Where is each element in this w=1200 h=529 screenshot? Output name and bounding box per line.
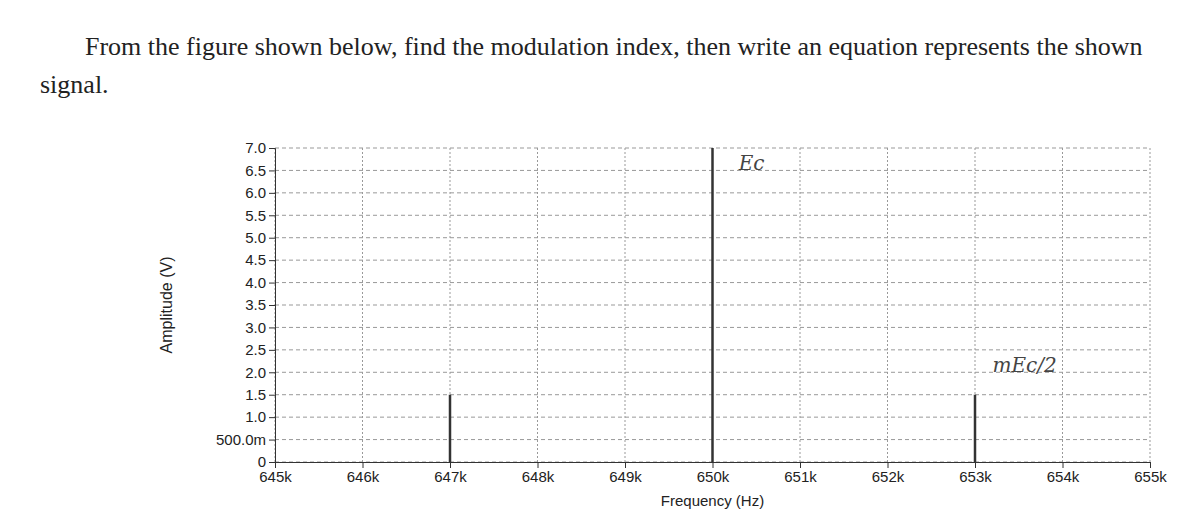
tick-label: 4.0 [245, 274, 266, 291]
tick-mark [269, 417, 275, 418]
tick-label: 5.0 [245, 229, 266, 246]
x-axis: 645k646k647k648k649k650k651k652k653k654k… [259, 462, 1167, 485]
tick-label: 653k [959, 468, 992, 485]
spectral-line [974, 395, 977, 462]
tick-label: 655k [1134, 468, 1167, 485]
tick-label: 1.0 [245, 408, 266, 425]
tick-mark [269, 260, 275, 261]
tick: 3.5 [245, 296, 275, 313]
tick-mark [269, 193, 275, 194]
tick-mark [269, 440, 275, 441]
tick-label: 646k [347, 468, 380, 485]
grid-line [1150, 148, 1151, 462]
grid-line [1062, 148, 1063, 462]
spectral-line [449, 395, 452, 462]
tick-label: 0 [258, 453, 266, 470]
tick: 6.0 [245, 184, 275, 201]
tick: 647k [434, 462, 467, 485]
tick-label: 2.5 [245, 341, 266, 358]
chart: 645k646k647k648k649k650k651k652k653k654k… [0, 0, 1200, 529]
tick-label: 5.5 [245, 207, 266, 224]
tick: 655k [1134, 462, 1167, 485]
tick: 646k [347, 462, 380, 485]
tick: 648k [522, 462, 555, 485]
x-axis-label: Frequency (Hz) [661, 492, 764, 509]
tick-mark [269, 305, 275, 306]
tick-label: 648k [522, 468, 555, 485]
tick: 650k [697, 462, 730, 485]
grid-line [712, 148, 713, 462]
marks [450, 148, 975, 462]
tick: 4.5 [245, 251, 275, 268]
tick: 1.0 [245, 408, 275, 425]
grid [275, 148, 1150, 462]
tick-mark [269, 395, 275, 396]
tick: 3.0 [245, 319, 275, 336]
tick: 2.0 [245, 364, 275, 381]
tick-label: 1.5 [245, 386, 266, 403]
tick: 6.5 [245, 162, 275, 179]
tick: 500.0m [216, 431, 275, 448]
tick-label: 2.0 [245, 364, 266, 381]
grid-line [800, 148, 801, 462]
tick-mark [269, 170, 275, 171]
tick: 651k [784, 462, 817, 485]
tick-label: 647k [434, 468, 467, 485]
grid-line [450, 148, 451, 462]
tick-mark [269, 238, 275, 239]
grid-line [537, 148, 538, 462]
grid-line [362, 148, 363, 462]
tick: 649k [609, 462, 642, 485]
tick-label: 651k [784, 468, 817, 485]
tick: 0 [258, 453, 275, 470]
tick: 5.5 [245, 207, 275, 224]
tick-label: 652k [872, 468, 905, 485]
tick-label: 3.0 [245, 319, 266, 336]
title: From the figure shown below, find the mo… [40, 28, 1160, 104]
annotation: Ec [738, 151, 765, 175]
tick-mark [269, 148, 275, 149]
grid-line [887, 148, 888, 462]
y-axis: 0 500.0m 1.0 1.5 2.0 2.5 3.0 3.5 4.0 4.5 5.0 5.5 6.0… [216, 139, 276, 470]
y-axis-label: Amplitude (V) [158, 257, 175, 354]
tick: 2.5 [245, 341, 275, 358]
tick-mark [269, 283, 275, 284]
tick-label: 6.0 [245, 184, 266, 201]
tick-mark [269, 462, 275, 463]
tick-label: 6.5 [245, 162, 266, 179]
tick-mark [269, 372, 275, 373]
tick-label: 3.5 [245, 296, 266, 313]
spectral-line [711, 148, 714, 462]
tick: 653k [959, 462, 992, 485]
tick: 5.0 [245, 229, 275, 246]
tick: 4.0 [245, 274, 275, 291]
tick-mark [269, 350, 275, 351]
tick-label: 649k [609, 468, 642, 485]
grid-line [975, 148, 976, 462]
tick-mark [269, 327, 275, 328]
grid-line [625, 148, 626, 462]
tick: 652k [872, 462, 905, 485]
tick: 1.5 [245, 386, 275, 403]
tick-label: 4.5 [245, 251, 266, 268]
tick-label: 7.0 [245, 139, 266, 156]
tick-label: 654k [1047, 468, 1080, 485]
annotation: mEc/2 [993, 353, 1057, 377]
tick: 654k [1047, 462, 1080, 485]
tick-label: 650k [697, 468, 730, 485]
tick: 7.0 [245, 139, 275, 156]
tick-mark [269, 215, 275, 216]
axis-line [269, 149, 276, 463]
tick-label: 500.0m [216, 431, 266, 448]
